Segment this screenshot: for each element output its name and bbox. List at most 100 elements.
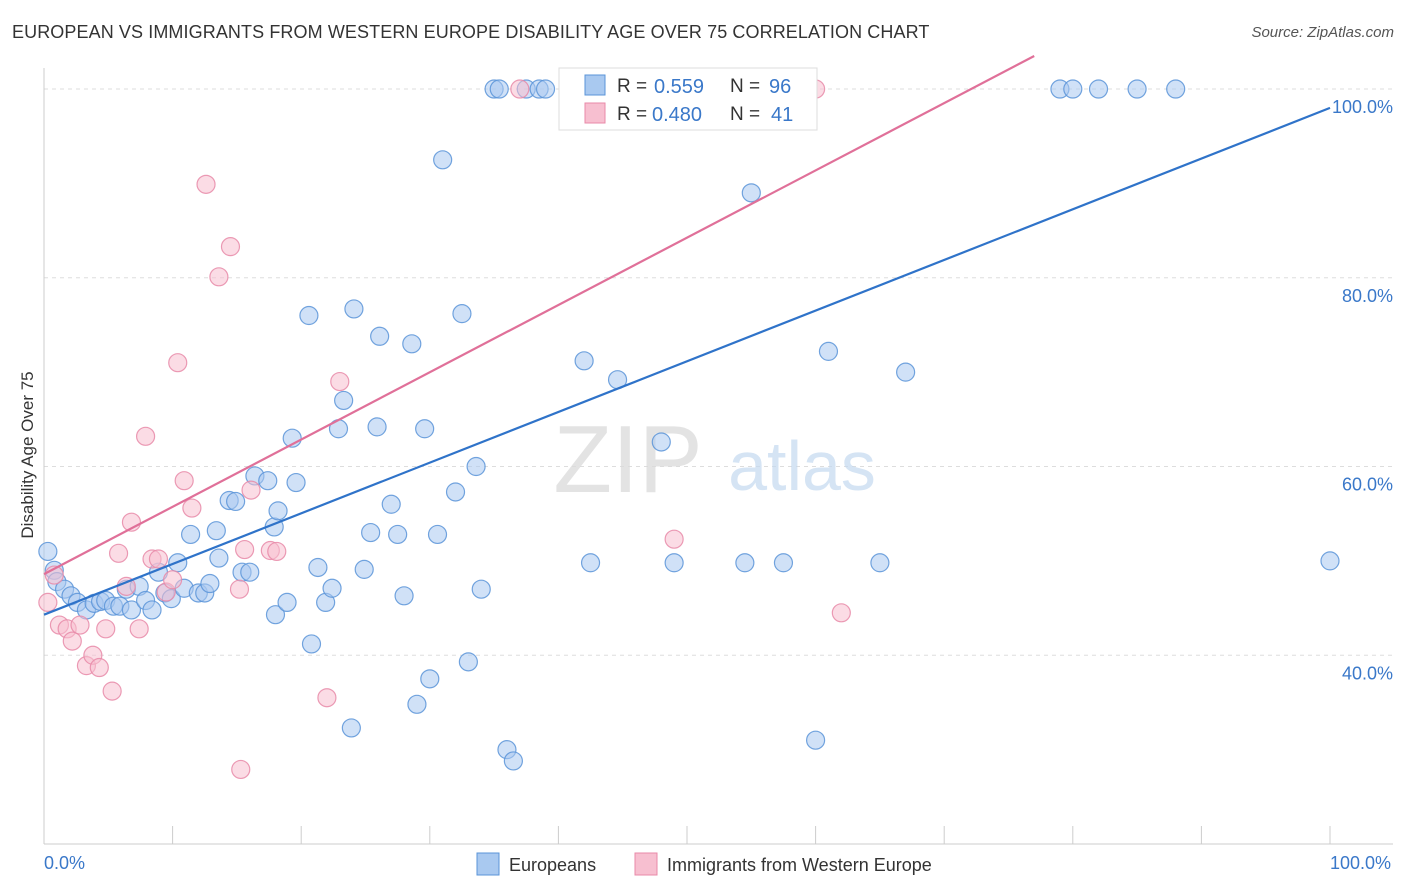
- immigrants-point-34: [510, 79, 530, 99]
- immigrants-point-11: [108, 543, 129, 563]
- europeans-point-55: [394, 586, 414, 606]
- y-tick-label-40: 40.0%: [1342, 663, 1393, 683]
- immigrants-trend-line: [43, 55, 1035, 576]
- immigrants-point-9: [96, 619, 116, 639]
- europeans-point-46: [334, 390, 354, 411]
- legend-n-label-1: N =: [730, 76, 760, 97]
- europeans-point-87: [818, 341, 839, 361]
- legend-swatch-immigrants: [584, 102, 606, 124]
- europeans-point-26: [206, 521, 226, 541]
- europeans-point-47: [341, 718, 361, 738]
- europeans-point-83: [773, 553, 794, 573]
- legend-r-value-1: 0.559: [654, 76, 704, 98]
- bottom-legend-europeans: Europeans: [509, 855, 596, 875]
- immigrants-point-27: [235, 539, 255, 560]
- chart-title: EUROPEAN VS IMMIGRANTS FROM WESTERN EURO…: [12, 22, 930, 42]
- legend-n-label-2: N =: [730, 104, 760, 125]
- europeans-point-61: [433, 150, 453, 170]
- europeans-point-68: [489, 79, 509, 99]
- europeans-point-60: [427, 524, 448, 545]
- immigrants-point-0: [38, 592, 58, 613]
- europeans-point-81: [735, 553, 755, 573]
- immigrants-point-40: [831, 603, 851, 623]
- europeans-point-40: [299, 305, 319, 326]
- legend-n-value-2: 41: [771, 104, 793, 126]
- y-tick-label-100: 100.0%: [1332, 97, 1393, 117]
- europeans-point-73: [535, 79, 556, 99]
- immigrants-point-26: [229, 579, 250, 599]
- legend-r-label-1: R =: [617, 76, 647, 97]
- europeans-point-50: [361, 522, 381, 543]
- legend-r-value-2: 0.480: [652, 104, 702, 126]
- europeans-point-77: [651, 432, 671, 452]
- europeans-point-53: [381, 494, 401, 514]
- immigrants-point-32: [317, 688, 337, 708]
- immigrants-point-28: [231, 759, 251, 780]
- watermark-zip: ZIP: [553, 406, 702, 513]
- europeans-point-37: [277, 592, 297, 613]
- europeans-point-62: [445, 482, 466, 502]
- europeans-point-57: [407, 694, 427, 714]
- immigrants-point-22: [182, 498, 202, 518]
- europeans-trend-line: [43, 106, 1331, 616]
- europeans-point-58: [415, 419, 435, 439]
- europeans-point-33: [258, 471, 278, 491]
- y-tick-labels: 40.0% 60.0% 80.0% 100.0%: [1332, 97, 1393, 683]
- immigrants-point-4: [62, 631, 82, 651]
- europeans-point-70: [503, 751, 523, 771]
- bottom-legend-swatch-immigrants: [634, 852, 658, 876]
- y-axis-label: Disability Age Over 75: [18, 371, 37, 538]
- x-ticks: [172, 826, 1331, 844]
- europeans-point-29: [226, 491, 246, 512]
- x-tick-label-max: 100.0%: [1330, 853, 1391, 873]
- immigrants-point-8: [89, 657, 109, 678]
- europeans-point-89: [896, 362, 916, 382]
- immigrants-point-23: [196, 174, 216, 194]
- watermark: ZIP atlas: [553, 406, 876, 513]
- europeans-point-86: [805, 730, 826, 750]
- europeans-point-64: [458, 652, 478, 672]
- europeans-point-66: [471, 579, 491, 599]
- x-tick-label-min: 0.0%: [44, 853, 85, 873]
- correlation-legend: R = 0.559 N = 96 R = 0.480 N = 41: [558, 67, 818, 131]
- chart-source: Source: ZipAtlas.com: [1251, 24, 1394, 41]
- legend-swatch-europeans: [584, 74, 606, 96]
- europeans-point-22: [181, 524, 201, 545]
- europeans-point-75: [580, 553, 601, 573]
- europeans-point-92: [1088, 79, 1109, 99]
- immigrants-point-31: [267, 541, 287, 562]
- immigrants-point-24: [209, 267, 229, 287]
- immigrants-point-14: [129, 619, 149, 639]
- immigrants-point-17: [148, 549, 169, 569]
- europeans-point-91: [1063, 79, 1083, 99]
- immigrants-point-29: [241, 480, 261, 500]
- y-tick-label-60: 60.0%: [1342, 475, 1393, 495]
- europeans-point-79: [664, 553, 684, 573]
- europeans-point-59: [420, 669, 440, 689]
- bottom-legend-swatch-europeans: [476, 852, 500, 876]
- immigrants-point-25: [220, 237, 241, 257]
- europeans-point-82: [741, 183, 761, 203]
- immigrants-point-19: [163, 570, 183, 590]
- europeans-point-48: [344, 299, 364, 319]
- axes: [43, 68, 1393, 845]
- europeans-point-63: [452, 304, 472, 324]
- europeans-point-44: [322, 578, 342, 598]
- europeans-point-41: [301, 634, 322, 654]
- legend-n-value-1: 96: [769, 76, 791, 98]
- trend-lines: [43, 55, 1331, 616]
- immigrants-point-15: [135, 426, 156, 446]
- immigrants-point-33: [330, 371, 350, 392]
- europeans-point-27: [209, 548, 229, 568]
- europeans-point-95: [1320, 551, 1340, 571]
- europeans-point-52: [370, 326, 390, 346]
- y-tick-label-80: 80.0%: [1342, 286, 1393, 306]
- europeans-point-16: [142, 600, 162, 620]
- europeans-point-74: [574, 351, 594, 371]
- bottom-legend-immigrants: Immigrants from Western Europe: [667, 855, 932, 875]
- europeans-point-0: [38, 541, 58, 562]
- europeans-point-36: [268, 501, 288, 521]
- europeans-point-93: [1127, 79, 1147, 99]
- watermark-atlas: atlas: [728, 427, 876, 505]
